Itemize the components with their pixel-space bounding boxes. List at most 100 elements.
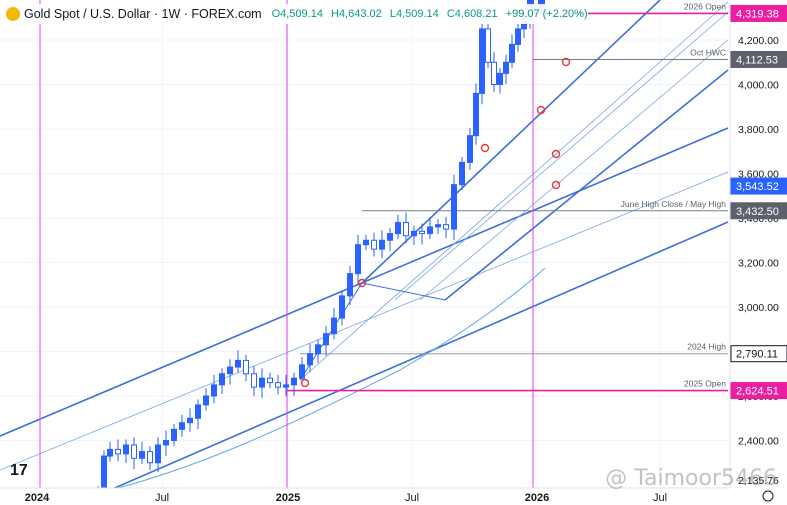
candle-body (515, 28, 521, 45)
candle-body (251, 373, 257, 388)
candle-body (315, 344, 321, 355)
candle-body (291, 377, 297, 386)
time-tick-label: Jul (155, 492, 169, 504)
pitchfork-handle (361, 282, 446, 301)
level-label: June High Close / May High (621, 199, 727, 209)
candle-body (497, 72, 503, 85)
price-axis-badge (730, 382, 787, 400)
gold-symbol-icon (6, 7, 20, 21)
candle-body (387, 233, 393, 241)
price-tick-label: 3,800.00 (738, 124, 779, 136)
candle-body (363, 239, 369, 246)
candle-body (347, 273, 353, 297)
level-label: 2025 Open (684, 379, 726, 389)
ohlc-readout: O4,509.14 H4,643.02 L4,509.14 C4,608.21 … (272, 8, 588, 20)
price-axis[interactable]: USD2,400.002,600.002,800.003,000.003,200… (729, 0, 787, 505)
candle-body (485, 28, 491, 63)
price-axis-badge (730, 202, 787, 220)
candle-body (107, 448, 113, 457)
price-axis-badge-text: 4,112.53 (736, 54, 778, 66)
chart-header: Gold Spot / U.S. Dollar · 1W · FOREX.com… (6, 4, 588, 24)
candle-body (195, 404, 201, 419)
candle-body (379, 239, 385, 250)
candle-body (355, 244, 361, 275)
candle-body (235, 359, 241, 368)
price-axis-badge (730, 4, 787, 22)
candle-body (259, 377, 265, 388)
price-tick-label: 3,200.00 (738, 258, 779, 270)
pivot-marker (357, 278, 367, 288)
steep-mid-line-2 (419, 39, 729, 301)
candle-body (509, 43, 515, 63)
ohlc-change: +99.07 (+2.20%) (505, 8, 588, 20)
price-tick-label: 4,000.00 (738, 80, 779, 92)
pivot-marker (300, 378, 310, 388)
time-tick-label: 2026 (525, 492, 549, 504)
candle-body (171, 428, 177, 441)
candle-body (211, 384, 217, 397)
candle-body (411, 230, 417, 237)
candle-body (203, 395, 209, 406)
candle-body (283, 384, 289, 388)
time-axis-background (0, 488, 730, 505)
candle-body (331, 317, 337, 335)
price-tick-label: 4,200.00 (738, 35, 779, 47)
candle-body (123, 444, 129, 455)
level-label: 2026 Open (684, 1, 726, 11)
time-tick-label: 2025 (276, 492, 300, 504)
candle-body (419, 230, 425, 235)
candle-body (491, 61, 497, 85)
candle-body (187, 417, 193, 424)
time-tick-label: 2024 (25, 492, 50, 504)
pivot-marker (551, 149, 561, 159)
channel-median-line (0, 171, 729, 471)
symbol-title[interactable]: Gold Spot / U.S. Dollar · 1W · FOREX.com (24, 7, 262, 21)
candle-body (371, 239, 377, 250)
candle-body (479, 28, 485, 94)
candle-body (155, 444, 161, 464)
steep-upper-line (361, 0, 661, 284)
price-tick-label: 3,000.00 (738, 302, 779, 314)
pivot-marker (536, 105, 546, 115)
ohlc-open: O4,509.14 (271, 8, 323, 20)
candle-body (131, 444, 137, 459)
candle-body (147, 451, 153, 464)
candle-body (139, 451, 145, 459)
candle-body (243, 359, 249, 375)
candle-body (299, 364, 305, 379)
steep-lower-line (444, 69, 729, 301)
candle-body (227, 366, 233, 375)
price-axis-badge (730, 177, 787, 195)
plot-area: 2026 Open Oct HWC June High Close / May Hi… (0, 0, 729, 505)
settings-gear-icon[interactable] (762, 490, 774, 502)
candle-body (459, 161, 465, 186)
time-tick-label: Jul (653, 492, 667, 504)
price-tick-label: 2,400.00 (738, 436, 779, 448)
channel-lower-line (109, 221, 729, 491)
time-tick-label: Jul (405, 492, 419, 504)
candle-body (163, 440, 169, 446)
price-axis-badge-text: 2,624.51 (736, 386, 779, 398)
price-axis-badge-text: 3,543.52 (736, 181, 779, 193)
candle-body (219, 373, 225, 386)
level-label: Oct HWC (690, 47, 726, 57)
pivot-marker (561, 57, 571, 67)
steep-mid-line-1 (394, 11, 729, 301)
pivot-marker (551, 180, 561, 190)
candle-body (307, 353, 313, 366)
steep-outer-line (299, 1, 729, 381)
candle-body (267, 377, 273, 384)
candle-body (323, 333, 329, 346)
price-axis-partial-label: 2,135.76 (738, 475, 779, 487)
candle-body (503, 61, 509, 74)
moving-average-line (89, 267, 546, 496)
price-axis-badge (730, 50, 787, 68)
price-axis-badge-text: 4,319.38 (736, 8, 779, 20)
candle-body (427, 226, 433, 235)
price-tick-label: 3,600.00 (738, 169, 779, 181)
price-axis-badge-text: 2,790.11 (736, 349, 778, 361)
pivot-marker (480, 143, 490, 153)
time-axis[interactable]: 2024 Jul 2025 Jul 2026 Jul (0, 487, 774, 505)
price-axis-badge (730, 345, 787, 363)
